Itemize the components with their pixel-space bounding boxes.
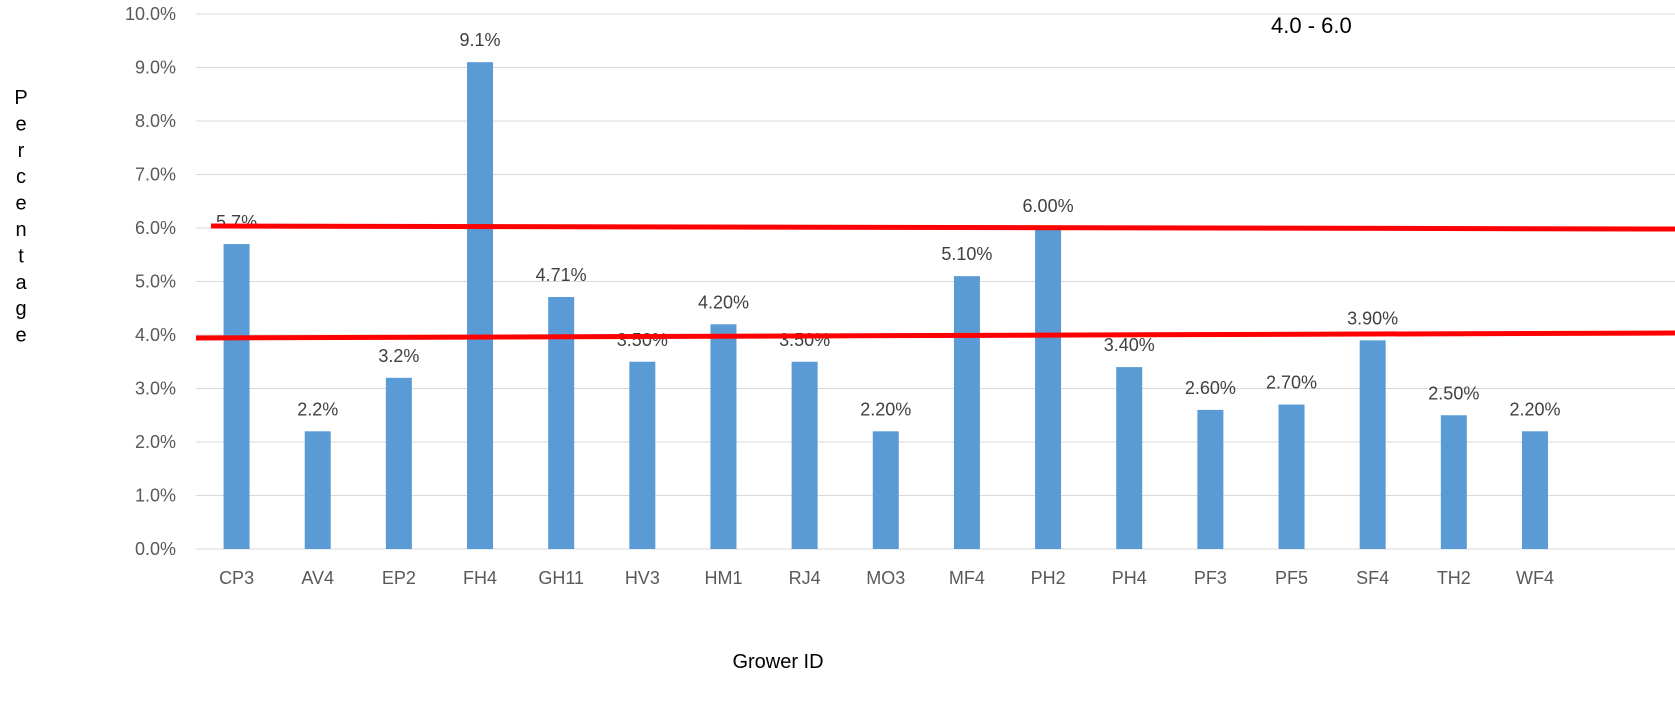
- data-label: 3.90%: [1347, 308, 1398, 328]
- x-tick-label: TH2: [1437, 568, 1471, 588]
- data-label: 2.20%: [860, 399, 911, 419]
- data-label: 2.2%: [297, 399, 338, 419]
- bar-mf4: [953, 276, 980, 549]
- bar-th2: [1440, 415, 1467, 549]
- x-tick-label: EP2: [382, 568, 416, 588]
- bar-wf4: [1521, 431, 1548, 549]
- bar-hv3: [629, 361, 656, 549]
- bar-pf5: [1278, 404, 1305, 549]
- y-tick-label: 5.0%: [135, 272, 176, 292]
- x-tick-label: PF5: [1275, 568, 1308, 588]
- x-tick-label: MF4: [949, 568, 985, 588]
- x-tick-label: PF3: [1194, 568, 1227, 588]
- y-title-letter: e: [15, 113, 26, 135]
- bar-ep2: [385, 377, 412, 549]
- bar-hm1: [710, 324, 737, 549]
- y-title-letter: P: [14, 87, 27, 109]
- data-label: 3.50%: [617, 330, 668, 350]
- data-label: 5.10%: [941, 244, 992, 264]
- y-tick-label: 1.0%: [135, 486, 176, 506]
- y-tick-label: 8.0%: [135, 111, 176, 131]
- y-title-letter: c: [16, 166, 26, 188]
- y-tick-label: 9.0%: [135, 58, 176, 78]
- x-tick-label: RJ4: [789, 568, 821, 588]
- data-label: 3.50%: [779, 330, 830, 350]
- x-tick-label: HM1: [704, 568, 742, 588]
- bar-av4: [304, 431, 331, 549]
- y-title-letter: n: [15, 219, 26, 241]
- y-title-letter: r: [18, 140, 25, 162]
- bar-rj4: [791, 361, 818, 549]
- reference-lines: [195, 223, 1675, 341]
- data-label: 6.00%: [1023, 196, 1074, 216]
- y-title-letter: g: [15, 298, 26, 320]
- x-tick-label: CP3: [219, 568, 254, 588]
- data-label: 2.60%: [1185, 378, 1236, 398]
- x-axis-title: Grower ID: [732, 651, 823, 673]
- range-annotation: 4.0 - 6.0: [1271, 13, 1352, 38]
- x-tick-label: FH4: [463, 568, 497, 588]
- x-tick-label: HV3: [625, 568, 660, 588]
- data-label: 5.7%: [216, 212, 257, 232]
- y-title-letter: e: [15, 193, 26, 215]
- bars: [223, 62, 1548, 550]
- x-tick-label: MO3: [866, 568, 905, 588]
- reference-line: [210, 223, 1675, 232]
- bar-ph4: [1116, 367, 1143, 549]
- bar-mo3: [872, 431, 899, 549]
- y-title-letter: e: [15, 325, 26, 347]
- data-label: 2.70%: [1266, 373, 1317, 393]
- reference-line: [195, 330, 1675, 341]
- data-label: 4.20%: [698, 292, 749, 312]
- bar-fh4: [467, 62, 494, 550]
- data-label: 3.2%: [378, 346, 419, 366]
- bar-ph2: [1035, 228, 1062, 549]
- data-label: 2.20%: [1509, 399, 1560, 419]
- x-tick-label: AV4: [301, 568, 334, 588]
- y-tick-label: 6.0%: [135, 218, 176, 238]
- data-label: 4.71%: [536, 265, 587, 285]
- bar-sf4: [1359, 340, 1386, 549]
- y-tick-label: 10.0%: [125, 4, 176, 24]
- bar-cp3: [223, 244, 250, 550]
- data-label: 3.40%: [1104, 335, 1155, 355]
- y-tick-label: 3.0%: [135, 379, 176, 399]
- y-tick-label: 7.0%: [135, 165, 176, 185]
- y-tick-label: 4.0%: [135, 325, 176, 345]
- x-tick-label: PH2: [1031, 568, 1066, 588]
- x-tick-label: SF4: [1356, 568, 1389, 588]
- x-tick-label: WF4: [1516, 568, 1554, 588]
- x-axis-ticks: CP3 AV4 EP2 FH4 GH11 HV3 HM1 RJ4 MO3 MF4 PH2 PH4 PF3…: [219, 568, 1554, 588]
- data-label: 2.50%: [1428, 383, 1479, 403]
- y-axis-ticks: 0.0% 1.0% 2.0% 3.0% 4.0% 5.0% 6.0% 7.0% 8.0% 9.0%…: [125, 4, 176, 559]
- y-title-letter: a: [15, 272, 27, 294]
- y-title-letter: t: [18, 245, 24, 267]
- x-tick-label: PH4: [1112, 568, 1147, 588]
- x-tick-label: GH11: [538, 568, 584, 588]
- y-tick-label: 0.0%: [135, 539, 176, 559]
- data-label: 9.1%: [460, 30, 501, 50]
- y-tick-label: 2.0%: [135, 432, 176, 452]
- bar-pf3: [1197, 409, 1224, 549]
